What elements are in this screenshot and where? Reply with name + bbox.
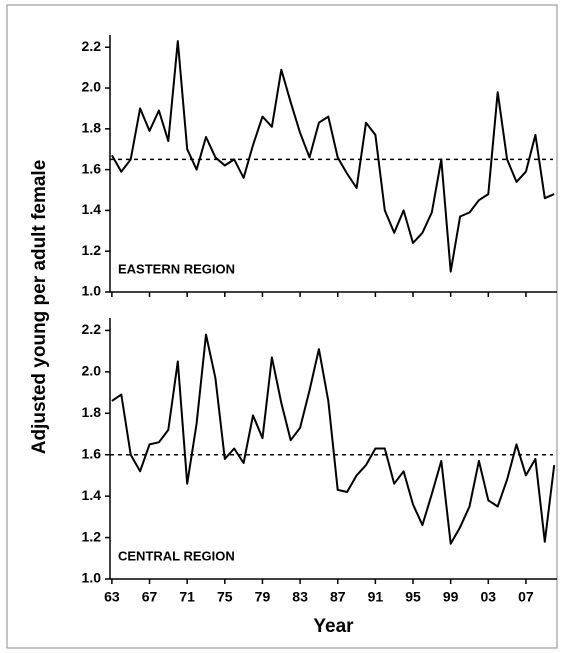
x-tick-label: 67 <box>142 589 158 605</box>
y-tick-label: 2.0 <box>82 79 102 95</box>
y-tick-label: 1.4 <box>82 487 102 503</box>
y-tick-label: 2.2 <box>82 321 102 337</box>
y-tick-label: 1.4 <box>82 201 102 217</box>
x-tick-label: 03 <box>481 589 497 605</box>
y-tick-label: 1.6 <box>82 160 102 176</box>
data-line <box>111 40 555 273</box>
y-tick-label: 1.8 <box>82 120 102 136</box>
x-tick-label: 79 <box>255 589 271 605</box>
y-tick-label: 2.0 <box>82 363 102 379</box>
x-tick-label: 71 <box>179 589 195 605</box>
x-tick-label: 83 <box>292 589 308 605</box>
y-tick-label: 1.0 <box>82 570 102 586</box>
y-tick-label: 1.6 <box>82 445 102 461</box>
region-label: EASTERN REGION <box>118 261 235 276</box>
x-tick-label: 07 <box>518 589 534 605</box>
frame <box>6 4 558 649</box>
y-axis-title: Adjusted young per adult female <box>29 160 50 455</box>
y-tick-label: 1.2 <box>82 528 102 544</box>
y-tick-label: 2.2 <box>82 38 102 54</box>
x-tick-label: 99 <box>443 589 459 605</box>
x-axis-title: Year <box>313 616 354 637</box>
region-label: CENTRAL REGION <box>118 548 235 563</box>
y-tick-label: 1.8 <box>82 404 102 420</box>
x-tick-label: 75 <box>217 589 233 605</box>
x-tick-label: 63 <box>104 589 120 605</box>
x-tick-label: 87 <box>330 589 346 605</box>
x-tick-label: 91 <box>368 589 384 605</box>
x-tick-label: 95 <box>405 589 421 605</box>
y-tick-label: 1.2 <box>82 242 102 258</box>
y-tick-label: 1.0 <box>82 283 102 299</box>
data-line <box>111 333 556 545</box>
